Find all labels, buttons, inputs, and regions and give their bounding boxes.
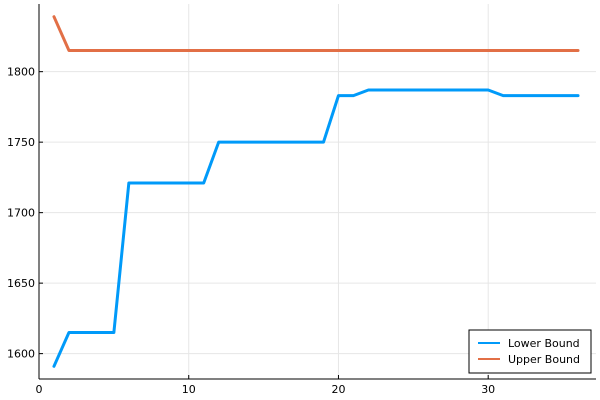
series-lines xyxy=(52,15,580,368)
y-tick-label: 1700 xyxy=(7,207,35,220)
y-tick-label: 1650 xyxy=(7,277,35,290)
y-tick-label: 1800 xyxy=(7,66,35,79)
x-tick-label: 30 xyxy=(481,383,495,396)
legend-box xyxy=(468,329,592,374)
y-tick-label: 1750 xyxy=(7,136,35,149)
x-tick-label: 20 xyxy=(331,383,345,396)
legend-label-upper-bound: Upper Bound xyxy=(508,353,580,366)
tick-labels: 0 10 20 30 1600 1650 1700 1750 1800 xyxy=(7,66,495,396)
y-tick-label: 1600 xyxy=(7,348,35,361)
axes xyxy=(38,4,596,380)
x-tick-label: 10 xyxy=(182,383,196,396)
series-line-upper-bound xyxy=(52,15,580,53)
x-tick-label: 0 xyxy=(36,383,43,396)
legend-label-lower-bound: Lower Bound xyxy=(508,337,580,350)
grid xyxy=(38,4,596,379)
legend: Lower Bound Upper Bound xyxy=(468,329,592,374)
series-line-lower-bound xyxy=(52,88,580,368)
